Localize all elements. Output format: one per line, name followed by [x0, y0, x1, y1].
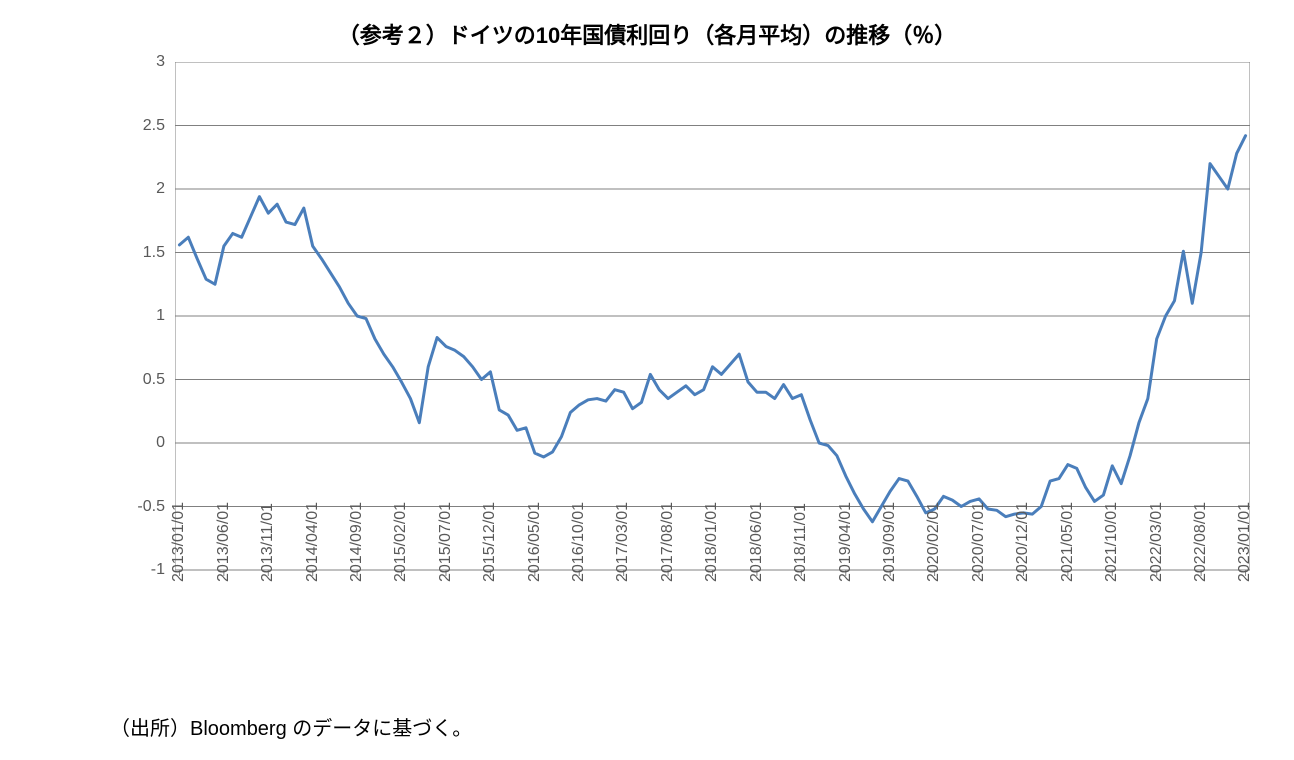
- x-tick-label: 2014/09/01: [348, 502, 366, 582]
- page-root: （参考２）ドイツの10年国債利回り（各月平均）の推移（％） -1 -0.5 0 0.5…: [0, 0, 1294, 760]
- x-tick-label: 2013/01/01: [170, 502, 188, 582]
- x-tick-label: 2018/01/01: [703, 502, 721, 582]
- x-tick-label: 2019/04/01: [837, 502, 855, 582]
- y-tick-label: 2.5: [115, 117, 165, 135]
- y-tick-label: 0: [115, 434, 165, 452]
- x-tick-label: 2020/12/01: [1014, 502, 1032, 582]
- chart-container: [175, 62, 1250, 578]
- x-tick-label: 2017/08/01: [659, 502, 677, 582]
- x-tick-label: 2021/05/01: [1059, 502, 1077, 582]
- source-note: （出所）Bloomberg のデータに基づく。: [110, 712, 472, 741]
- x-tick-label: 2021/10/01: [1103, 502, 1121, 582]
- y-tick-label: 1.5: [115, 244, 165, 262]
- x-tick-label: 2016/10/01: [570, 502, 588, 582]
- x-tick-label: 2022/03/01: [1148, 502, 1166, 582]
- y-tick-label: 0.5: [115, 371, 165, 389]
- y-tick-label: 3: [115, 53, 165, 71]
- x-tick-label: 2015/07/01: [437, 502, 455, 582]
- x-tick-label: 2016/05/01: [526, 502, 544, 582]
- x-tick-label: 2013/11/01: [259, 503, 277, 582]
- x-tick-label: 2018/11/01: [792, 503, 810, 582]
- x-tick-label: 2015/02/01: [392, 502, 410, 582]
- chart-svg: [175, 62, 1250, 578]
- y-tick-label: 2: [115, 180, 165, 198]
- chart-title: （参考２）ドイツの10年国債利回り（各月平均）の推移（％）: [0, 18, 1294, 50]
- x-tick-label: 2018/06/01: [748, 502, 766, 582]
- y-tick-label: 1: [115, 307, 165, 325]
- y-tick-label: -0.5: [115, 498, 165, 516]
- x-tick-label: 2022/08/01: [1192, 502, 1210, 582]
- x-tick-label: 2019/09/01: [881, 502, 899, 582]
- x-tick-label: 2015/12/01: [481, 502, 499, 582]
- y-tick-label: -1: [115, 561, 165, 579]
- x-tick-label: 2014/04/01: [304, 502, 322, 582]
- x-tick-label: 2020/02/01: [925, 502, 943, 582]
- x-tick-label: 2017/03/01: [614, 502, 632, 582]
- x-tick-label: 2013/06/01: [215, 502, 233, 582]
- x-tick-label: 2020/07/01: [970, 502, 988, 582]
- x-tick-label: 2023/01/01: [1236, 502, 1254, 582]
